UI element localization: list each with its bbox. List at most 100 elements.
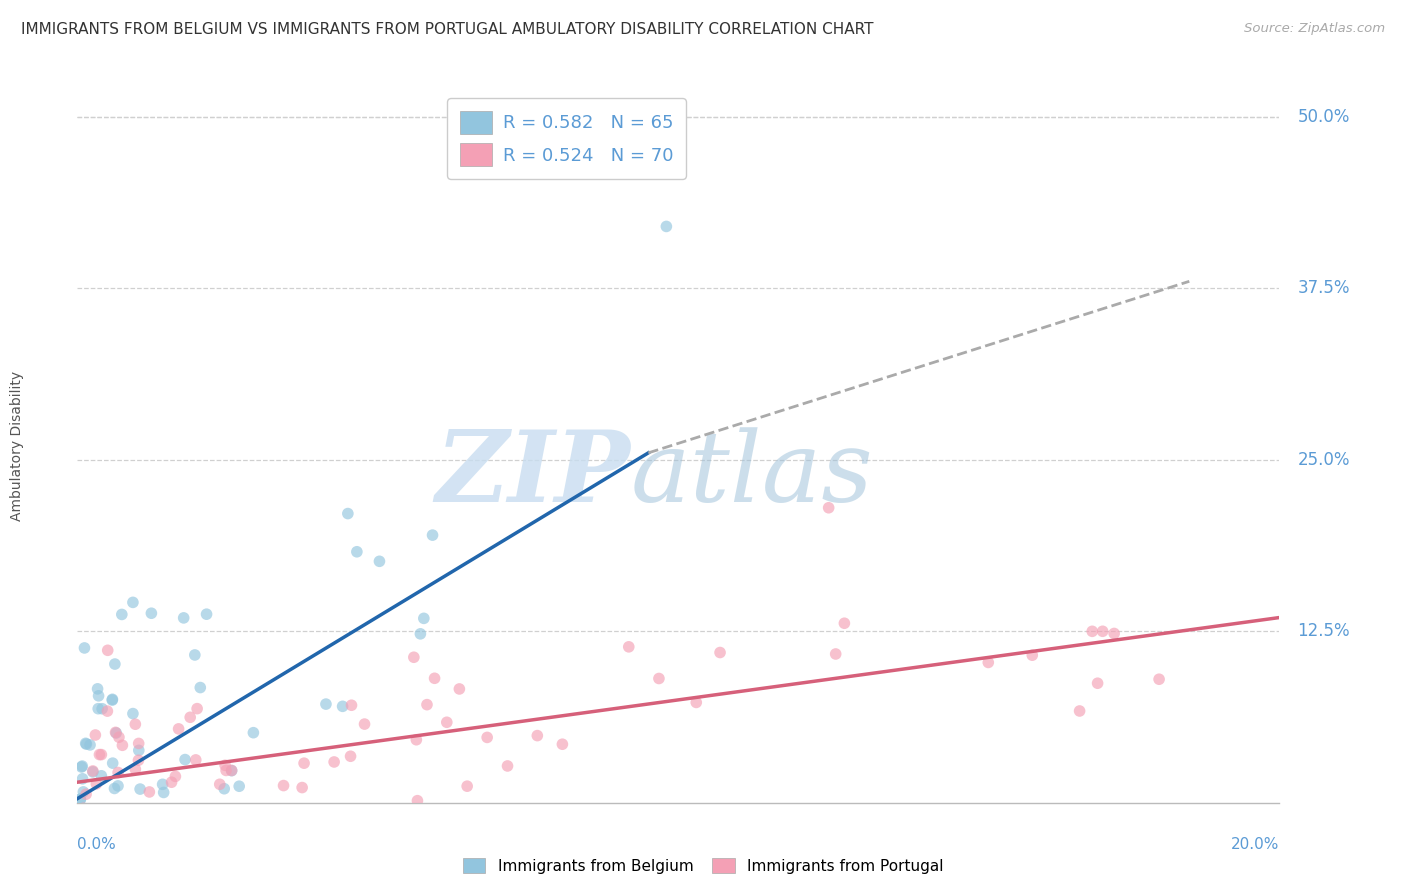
Point [409, 627, 432, 641]
Point [101, 692, 124, 706]
Text: Ambulatory Disability: Ambulatory Disability [10, 371, 24, 521]
Point [124, 717, 146, 731]
Point [152, 785, 174, 799]
Point [184, 648, 207, 662]
Point [332, 699, 354, 714]
Point [208, 777, 231, 791]
Point [124, 762, 146, 776]
Point [246, 812, 269, 826]
Point [128, 743, 150, 757]
Point [108, 730, 131, 744]
Point [165, 769, 187, 783]
Point [76, 816, 98, 830]
Point [107, 765, 129, 780]
Point [84, 816, 107, 830]
Point [138, 785, 160, 799]
Point [111, 607, 134, 622]
Point [160, 775, 183, 789]
Point [423, 671, 446, 685]
Point [242, 725, 264, 739]
Point [1091, 624, 1114, 639]
Point [122, 595, 145, 609]
Point [221, 764, 243, 778]
Point [406, 794, 429, 808]
Point [456, 779, 478, 793]
Point [101, 693, 124, 707]
Text: 12.5%: 12.5% [1298, 623, 1350, 640]
Legend: Immigrants from Belgium, Immigrants from Portugal: Immigrants from Belgium, Immigrants from… [457, 852, 949, 880]
Point [82, 764, 104, 779]
Point [91, 702, 114, 716]
Point [551, 737, 574, 751]
Point [173, 611, 195, 625]
Point [1021, 648, 1043, 663]
Point [449, 681, 471, 696]
Point [526, 729, 548, 743]
Point [152, 777, 174, 791]
Point [73, 814, 96, 829]
Point [228, 779, 250, 793]
Point [1147, 672, 1170, 686]
Point [177, 816, 200, 830]
Text: Source: ZipAtlas.com: Source: ZipAtlas.com [1244, 22, 1385, 36]
Point [70, 759, 93, 773]
Point [422, 528, 444, 542]
Point [648, 672, 671, 686]
Point [215, 764, 238, 778]
Point [84, 816, 107, 830]
Point [339, 749, 361, 764]
Point [709, 646, 731, 660]
Point [108, 816, 131, 830]
Point [195, 607, 218, 622]
Point [69, 792, 91, 806]
Point [84, 728, 107, 742]
Point [184, 753, 207, 767]
Text: 50.0%: 50.0% [1298, 108, 1350, 126]
Point [70, 760, 93, 774]
Text: 25.0%: 25.0% [1298, 450, 1350, 468]
Point [186, 701, 208, 715]
Point [129, 816, 152, 830]
Point [111, 739, 134, 753]
Point [402, 650, 425, 665]
Point [107, 779, 129, 793]
Point [141, 606, 163, 620]
Point [96, 704, 118, 718]
Point [179, 710, 201, 724]
Point [346, 545, 368, 559]
Point [977, 656, 1000, 670]
Point [145, 816, 167, 830]
Point [145, 816, 167, 830]
Point [475, 731, 498, 745]
Point [82, 764, 104, 778]
Point [89, 747, 111, 762]
Point [129, 782, 152, 797]
Point [353, 717, 375, 731]
Point [214, 758, 236, 772]
Point [87, 701, 110, 715]
Point [496, 759, 519, 773]
Point [108, 804, 131, 818]
Point [336, 507, 359, 521]
Point [104, 725, 127, 739]
Text: 20.0%: 20.0% [1232, 837, 1279, 852]
Legend: R = 0.582   N = 65, R = 0.524   N = 70: R = 0.582 N = 65, R = 0.524 N = 70 [447, 98, 686, 179]
Point [90, 816, 112, 830]
Point [1102, 626, 1125, 640]
Point [436, 715, 458, 730]
Point [1087, 676, 1109, 690]
Point [834, 616, 856, 631]
Point [103, 781, 125, 796]
Point [76, 816, 98, 830]
Point [412, 611, 434, 625]
Point [188, 681, 211, 695]
Point [90, 747, 112, 762]
Point [273, 779, 295, 793]
Text: atlas: atlas [630, 427, 873, 522]
Point [1069, 704, 1091, 718]
Point [122, 706, 145, 721]
Point [75, 787, 97, 801]
Point [685, 695, 707, 709]
Point [163, 816, 186, 830]
Text: 37.5%: 37.5% [1298, 279, 1350, 297]
